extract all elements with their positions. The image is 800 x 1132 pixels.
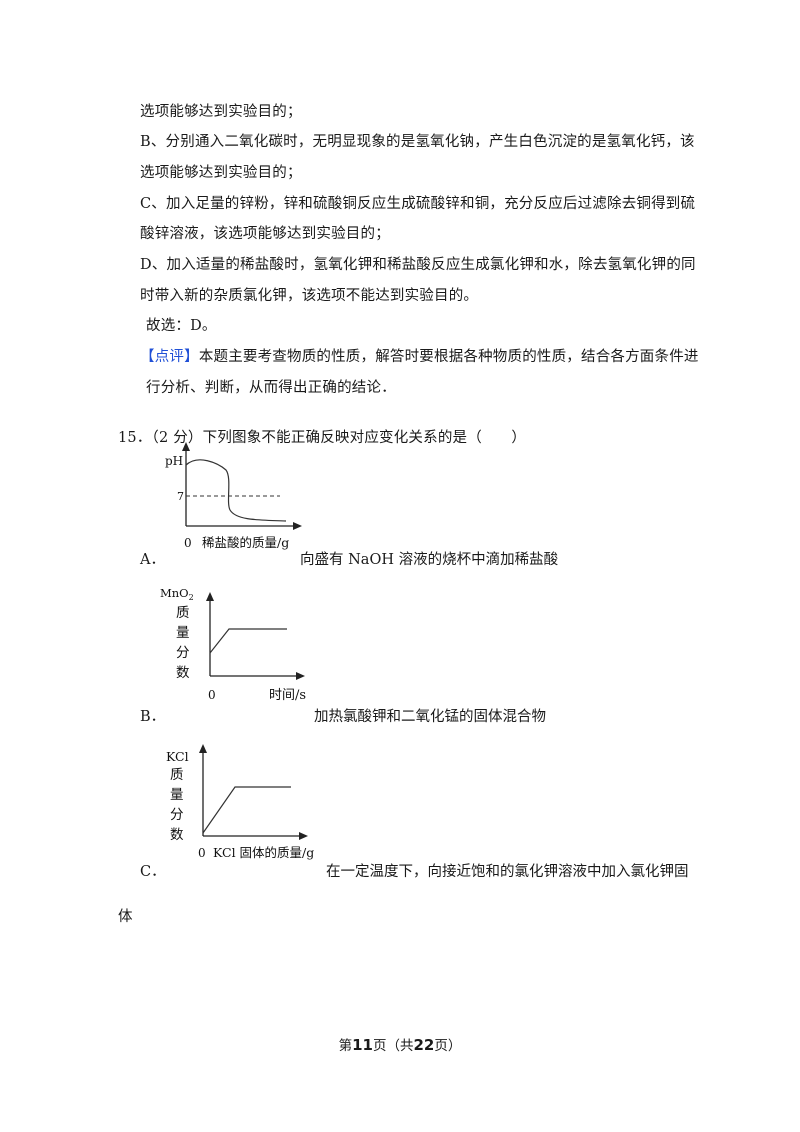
graph-a-xlabel: 稀盐酸的质量/g [202, 535, 289, 550]
analysis-line: C、加入足量的锌粉，锌和硫酸铜反应生成硫酸锌和铜，充分反应后过滤除去铜得到硫 [140, 196, 696, 212]
analysis-line: 选项能够达到实验目的； [140, 165, 302, 181]
graph-b-ylabel-char: 量 [176, 625, 190, 641]
graph-c-ylabel-top: KCl [166, 749, 189, 764]
page-total: 22 [413, 1036, 435, 1054]
graph-a-ylabel: pH [165, 454, 183, 468]
comment-line: 【点评】本题主要考查物质的性质，解答时要根据各种物质的性质，结合各方面条件进 [140, 345, 699, 366]
analysis-line: 时带入新的杂质氯化钾，该选项不能达到实验目的。 [140, 288, 479, 304]
comment-tag: 【点评】 [140, 349, 199, 365]
graph-b-origin: 0 [208, 688, 216, 702]
option-c-text-cont: 体 [118, 909, 133, 925]
graph-b: MnO2 质 量 分 数 0 时间/s [160, 586, 306, 703]
page-footer: 第11页（共22页） [338, 1036, 462, 1054]
comment-text: 本题主要考查物质的性质，解答时要根据各种物质的性质，结合各方面条件进 [198, 349, 699, 365]
graph-a: pH 7 0 稀盐酸的质量/g [165, 442, 302, 550]
graph-b-ylabel-char: 质 [176, 605, 190, 621]
graph-c: KCl 质 量 分 数 0 KCl 固体的质量/g [166, 744, 314, 860]
answer-line: 故选：D。 [146, 318, 217, 334]
graph-c-ylabel-char: 数 [170, 827, 184, 843]
option-a-letter: A． [140, 552, 165, 568]
question-stem: 15．（2 分）下列图象不能正确反映对应变化关系的是（ ） [118, 430, 527, 446]
option-b-letter: B． [140, 709, 166, 725]
option-c-letter: C． [140, 864, 166, 880]
graph-c-ylabel-char: 分 [170, 807, 184, 823]
graph-b-ylabel-char: 分 [176, 645, 190, 661]
analysis-line: 酸锌溶液，该选项能够达到实验目的； [140, 226, 390, 242]
option-a-text: 向盛有 NaOH 溶液的烧杯中滴加稀盐酸 [300, 552, 559, 568]
graph-b-xlabel: 时间/s [269, 688, 306, 703]
analysis-line: 选项能够达到实验目的； [140, 104, 302, 120]
graph-b-ylabel-char: 数 [176, 665, 190, 681]
page-number: 11 [352, 1036, 373, 1054]
option-b-text: 加热氯酸钾和二氧化锰的固体混合物 [314, 709, 546, 725]
option-c-text: 在一定温度下，向接近饱和的氯化钾溶液中加入氯化钾固 [326, 864, 689, 880]
comment-line: 行分析、判断，从而得出正确的结论． [146, 380, 396, 396]
graph-c-origin: 0 [198, 846, 206, 860]
graph-a-origin: 0 [184, 536, 192, 550]
analysis-line: B、分别通入二氧化碳时，无明显现象的是氢氧化钠，产生白色沉淀的是氢氧化钙，该 [140, 134, 695, 150]
graph-c-xlabel: KCl 固体的质量/g [213, 845, 314, 860]
graph-b-ylabel-top: MnO2 [160, 586, 194, 602]
analysis-line: D、加入适量的稀盐酸时，氢氧化钾和稀盐酸反应生成氯化钾和水，除去氢氧化钾的同 [140, 257, 696, 273]
graph-a-ref-value: 7 [177, 490, 184, 503]
graph-c-ylabel-char: 质 [170, 767, 184, 783]
graph-c-ylabel-char: 量 [170, 787, 184, 803]
